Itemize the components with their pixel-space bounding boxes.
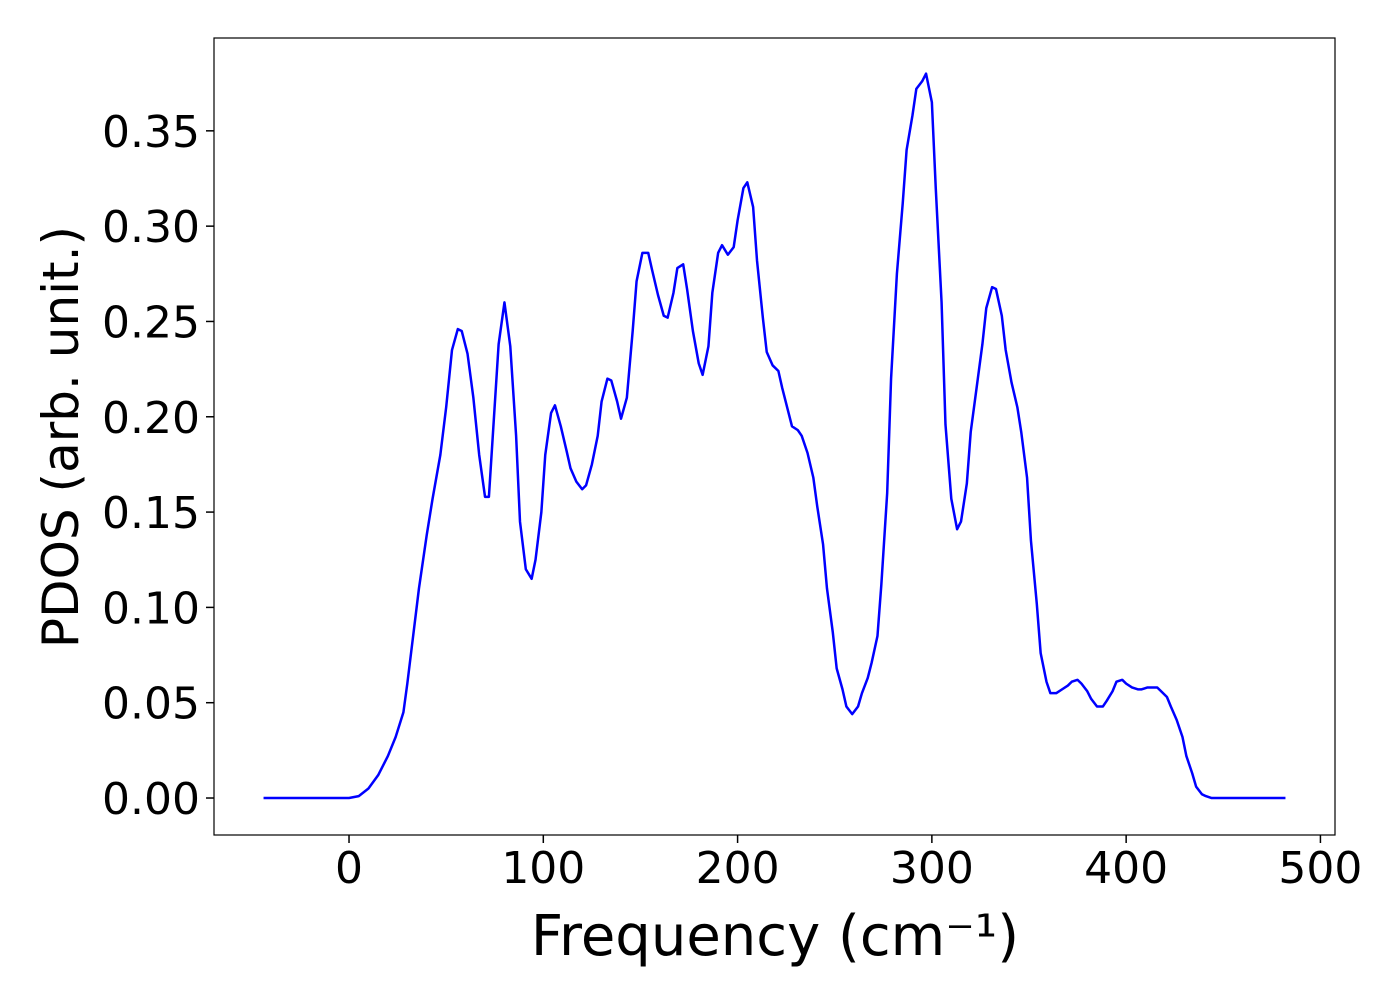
x-tick-label: 100 <box>501 843 585 894</box>
y-tick-label: 0.25 <box>102 297 200 348</box>
x-tick-label: 0 <box>335 843 363 894</box>
x-axis-label: Frequency (cm⁻¹) <box>531 904 1019 969</box>
y-tick-label: 0.15 <box>102 488 200 539</box>
y-tick-label: 0.10 <box>102 583 200 634</box>
plot-frame <box>213 37 1336 836</box>
y-tick-label: 0.05 <box>102 679 200 730</box>
y-tick-label: 0.30 <box>102 202 200 253</box>
data-line <box>263 72 1286 800</box>
y-tick-label: 0.35 <box>102 107 200 158</box>
x-tick-label: 400 <box>1084 843 1168 894</box>
x-tick-label: 500 <box>1278 843 1362 894</box>
y-tick-label: 0.20 <box>102 393 200 444</box>
x-tick-label: 300 <box>890 843 974 894</box>
y-axis-label: PDOS (arb. unit.) <box>32 226 90 648</box>
y-tick-label: 0.00 <box>102 774 200 825</box>
x-tick-label: 200 <box>696 843 780 894</box>
